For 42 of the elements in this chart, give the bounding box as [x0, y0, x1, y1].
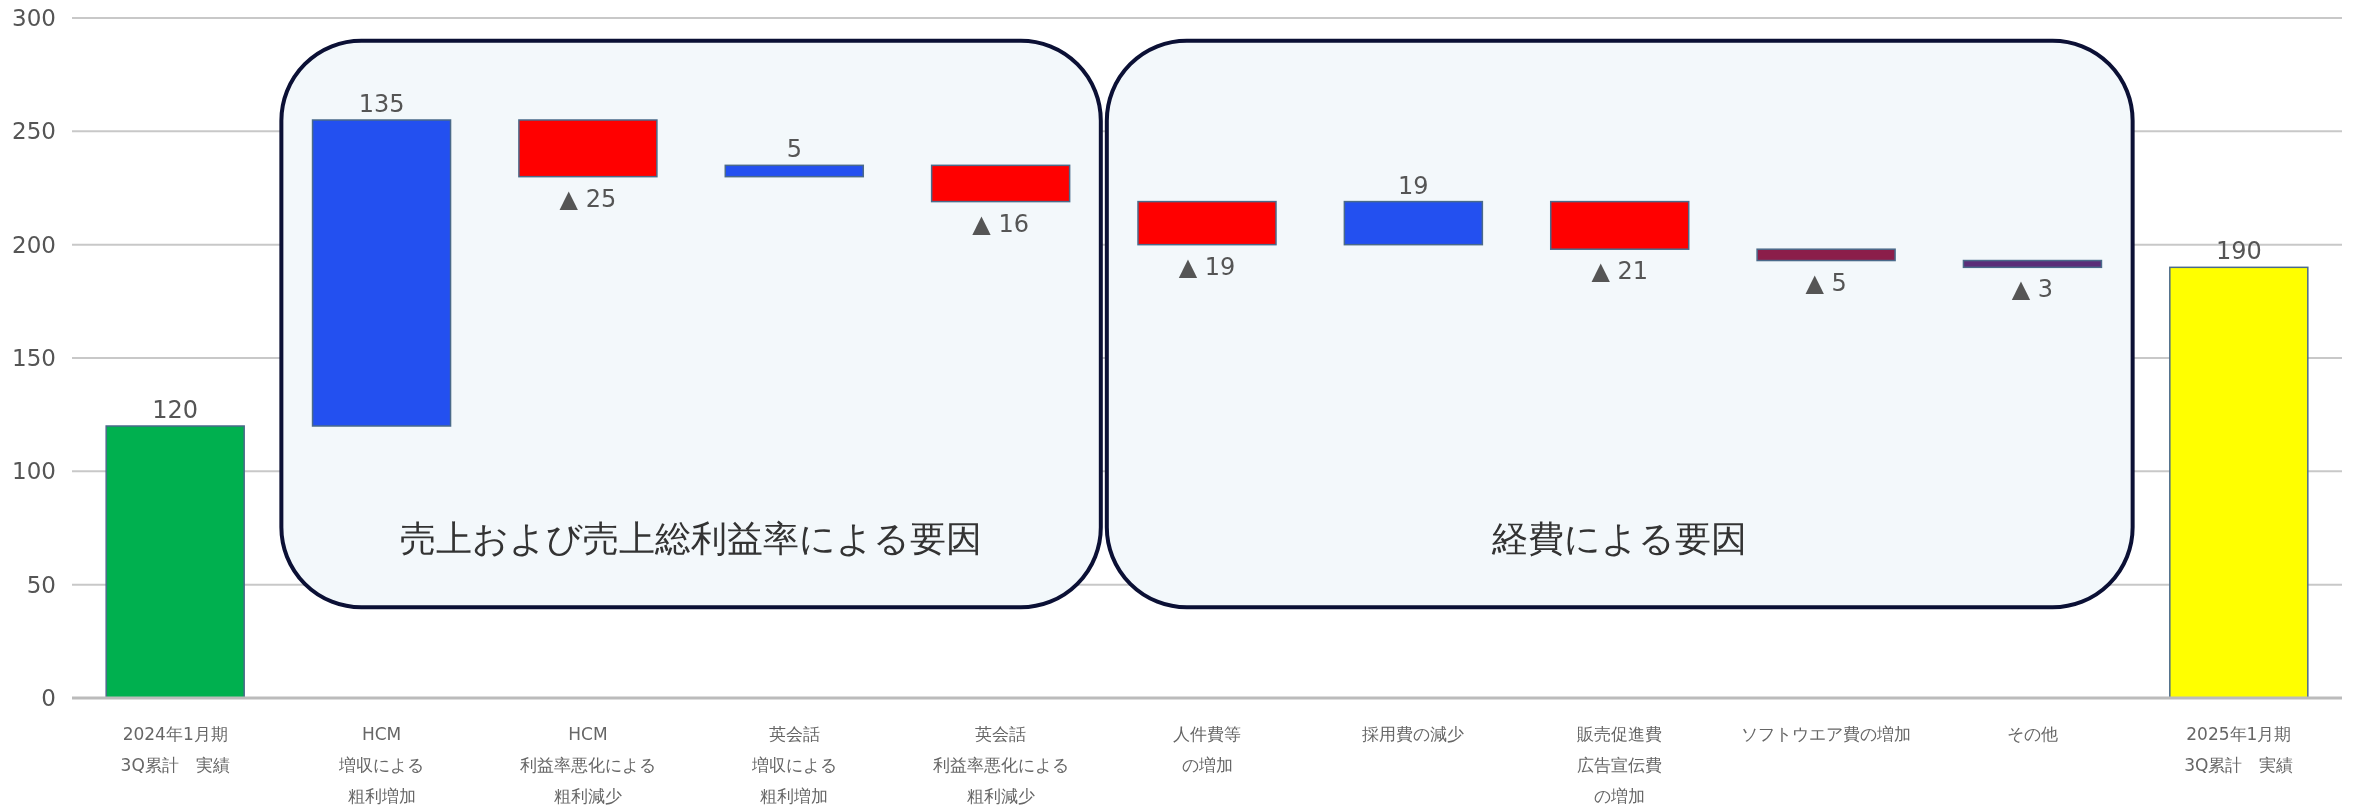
bar: [1137, 200, 1277, 246]
y-tick-label: 50: [26, 571, 56, 598]
bar: [518, 119, 658, 178]
data-label: ▲ 3: [2011, 275, 2054, 304]
bar: [724, 164, 865, 178]
y-tick-label: 250: [12, 118, 56, 145]
bar: [1343, 200, 1484, 246]
data-label: 135: [358, 90, 405, 118]
x-tick-label: 人件費等の増加: [1173, 724, 1241, 775]
data-label: ▲ 21: [1591, 257, 1649, 286]
y-tick-label: 0: [41, 685, 56, 711]
data-label: 19: [1398, 171, 1429, 200]
bar: [1962, 259, 2103, 269]
bar: [930, 164, 1071, 203]
x-tick-label: HCM増収による粗利増加: [338, 724, 425, 805]
y-tick-label: 300: [12, 5, 56, 31]
x-tick-label: 2024年1月期3Q累計 実績: [120, 724, 230, 775]
data-label: ▲ 16: [972, 209, 1029, 238]
annotation: 経費による要因: [1491, 517, 1748, 559]
data-label: ▲ 5: [1805, 268, 1847, 297]
bar: [311, 119, 452, 427]
data-label: 190: [2215, 237, 2262, 266]
x-tick-label: 2025年1月期3Q累計 実績: [2184, 724, 2294, 775]
x-tick-label: その他: [2006, 724, 2058, 744]
x-tick-label: 採用費の減少: [1362, 724, 1465, 744]
data-label: ▲ 19: [1178, 252, 1236, 281]
x-tick-label: 販売促進費広告宣伝費の増加: [1577, 724, 1663, 805]
x-tick-label: 英会話利益率悪化による粗利減少: [932, 724, 1069, 805]
data-label: 120: [152, 396, 199, 424]
data-label: ▲ 25: [559, 184, 617, 213]
bar: [2169, 266, 2309, 699]
bar: [105, 425, 245, 699]
y-tick-label: 150: [12, 345, 56, 371]
bar: [1756, 248, 1896, 262]
bar: [1549, 200, 1690, 250]
data-label: 5: [786, 135, 802, 164]
x-tick-label: ソフトウエア費の増加: [1741, 724, 1912, 744]
x-tick-label: HCM利益率悪化による粗利減少: [519, 724, 656, 805]
y-tick-label: 200: [12, 231, 56, 258]
y-tick-label: 100: [12, 458, 56, 485]
x-tick-label: 英会話増収による粗利増加: [750, 724, 837, 805]
annotation: 売上および売上総利益率による要因: [400, 517, 983, 559]
